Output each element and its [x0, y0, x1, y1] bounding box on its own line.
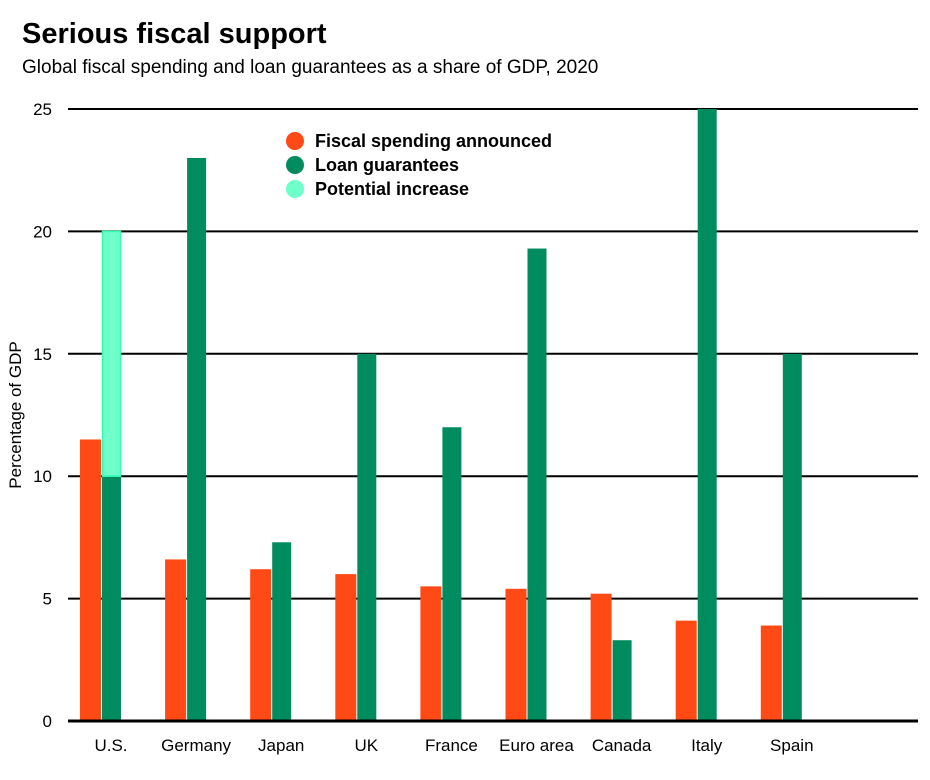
legend-marker [286, 156, 304, 174]
bar-loan-guarantees [187, 157, 207, 721]
bar-loan-guarantees [612, 640, 632, 721]
x-tick-label: Canada [592, 736, 652, 755]
x-tick-label: Euro area [499, 736, 574, 755]
y-tick-label: 15 [33, 345, 52, 364]
bar-fiscal-spending [165, 559, 187, 721]
bar-fiscal-spending [590, 593, 612, 721]
bar-fiscal-spending [335, 574, 357, 721]
bar-loan-guarantees [272, 542, 292, 721]
bar-loan-guarantees [527, 248, 547, 721]
y-tick-label: 10 [33, 467, 52, 486]
y-tick-label: 25 [33, 100, 52, 119]
bar-loan-guarantees [442, 427, 462, 721]
x-tick-label: Spain [770, 736, 813, 755]
y-tick-label: 5 [43, 590, 52, 609]
x-tick-label: UK [354, 736, 378, 755]
bar-fiscal-spending [760, 625, 782, 721]
bar-loan-guarantees [782, 353, 802, 721]
bar-fiscal-spending [420, 586, 442, 721]
bar-loan-guarantees [357, 353, 377, 721]
x-tick-label: France [425, 736, 478, 755]
bar-fiscal-spending [80, 439, 101, 721]
legend-marker [286, 132, 304, 150]
bar-fiscal-spending [250, 569, 272, 721]
legend-marker [286, 180, 304, 198]
legend-label: Potential increase [315, 179, 469, 199]
x-tick-label: Italy [691, 736, 723, 755]
y-tick-label: 20 [33, 222, 52, 241]
bar-loan-guarantees [697, 109, 717, 721]
y-tick-label: 0 [43, 712, 52, 731]
legend-label: Loan guarantees [315, 155, 459, 175]
x-tick-label: U.S. [94, 736, 127, 755]
chart-title: Serious fiscal support [22, 18, 327, 50]
y-axis-label: Percentage of GDP [6, 341, 25, 488]
bar-fiscal-spending [505, 588, 527, 721]
chart-subtitle: Global fiscal spending and loan guarante… [22, 57, 599, 78]
bar-potential-increase [101, 230, 122, 477]
bar-fiscal-spending [675, 620, 697, 721]
x-tick-label: Japan [258, 736, 304, 755]
x-tick-label: Germany [161, 736, 231, 755]
legend-label: Fiscal spending announced [315, 131, 552, 151]
bar-loan-guarantees [102, 476, 121, 721]
